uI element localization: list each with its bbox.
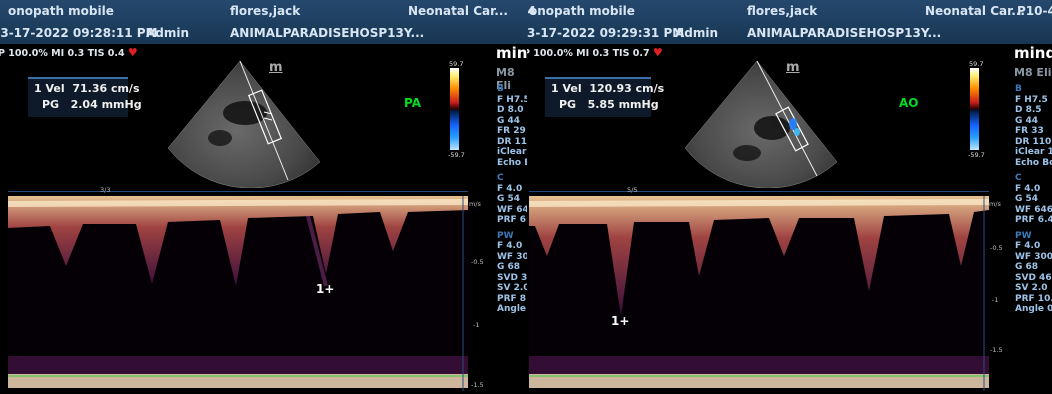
hospital-name: ANIMALPARADISEHOSP13Y...: [230, 26, 425, 40]
pg-label: PG: [42, 98, 60, 111]
color-scale-bar: [450, 68, 459, 150]
model-name: M8 Eli: [1014, 66, 1052, 79]
params-column: B F H7.5 D 8.0 G 44 FR 29 DR 110 iClear …: [497, 84, 527, 315]
probe-name: P10-4: [1017, 4, 1052, 18]
color-scale-bar: [970, 68, 979, 150]
crosshair-icon: +: [324, 282, 335, 296]
scale-unit: m/s: [469, 200, 481, 208]
timeline-label: 5/5: [627, 186, 638, 194]
app-name: onopath mobile: [8, 4, 114, 18]
pg-label: PG: [559, 98, 577, 111]
pg-value: 5.85 mmHg: [587, 98, 659, 111]
exam-datetime: 3-17-2022 09:29:31 PM: [527, 26, 685, 40]
timeline-bar[interactable]: [8, 191, 468, 192]
timeline-label: 3/3: [100, 186, 111, 194]
exam-datetime: 03-17-2022 09:28:11 PM: [0, 26, 158, 40]
power-text: P 100.0% MI 0.3 TIS 0.7: [527, 48, 650, 59]
sector-marker: m: [269, 60, 283, 75]
params-c: C F 4.0 G 54 WF 646 PRF 6.4: [497, 173, 527, 225]
params-c: C F 4.0 G 54 WF 646 PRF 6.4: [1015, 173, 1052, 225]
meas-index: 1: [551, 82, 559, 95]
velocity-cursor[interactable]: 1+: [316, 282, 334, 296]
color-scale-top: 59.7: [969, 60, 984, 68]
hospital-name: ANIMALPARADISEHOSP13Y...: [747, 26, 942, 40]
doppler-spectrum[interactable]: [8, 196, 468, 391]
brand-logo: mind: [496, 44, 527, 62]
timeline-bar[interactable]: [529, 191, 989, 192]
department: Neonatal Car...: [408, 4, 508, 18]
power-line: P 100.0% MI 0.3 TIS 0.4 ♥: [0, 46, 138, 59]
header-bar: P10-4 onopath mobile flores,jack Neonata…: [527, 0, 1052, 44]
cursor-label: 1: [316, 282, 325, 296]
doppler-spectrum[interactable]: [529, 196, 989, 391]
patient-name[interactable]: flores,jack: [230, 4, 301, 18]
color-scale-bottom: -59.7: [968, 151, 985, 159]
app-name: onopath mobile: [529, 4, 635, 18]
b-mode-sector[interactable]: [677, 58, 852, 188]
scale-unit: m/s: [989, 200, 1001, 208]
pg-value: 2.04 mmHg: [70, 98, 142, 111]
measurement-box: 1 Vel 71.36 cm/s PG 2.04 mmHg: [28, 77, 142, 117]
power-line: P 100.0% MI 0.3 TIS 0.7 ♥: [527, 46, 663, 59]
app-prefix: P10-4: [527, 4, 536, 18]
crosshair-icon: +: [619, 314, 630, 328]
sector-marker: m: [786, 60, 800, 75]
power-text: P 100.0% MI 0.3 TIS 0.4: [0, 48, 125, 59]
heart-icon: ♥: [127, 46, 138, 59]
meas-index: 1: [34, 82, 42, 95]
velocity-cursor[interactable]: 1+: [611, 314, 629, 328]
heart-icon: ♥: [652, 46, 663, 59]
brand-logo: mind: [1014, 44, 1052, 62]
panel-left: onopath mobile flores,jack Neonatal Car.…: [0, 0, 527, 391]
model-name: M8 Eli: [496, 66, 515, 92]
params-pw: PW F 4.0 WF 300 G 68 SVD 38 SV 2.0 PRF 8…: [497, 230, 527, 315]
vel-label: Vel: [45, 82, 65, 95]
params-b: B F H7.5 D 8.5 G 44 FR 33 DR 110 iClear …: [1015, 84, 1052, 168]
operator: Admin: [146, 26, 190, 40]
b-mode-sector[interactable]: [160, 58, 335, 188]
panel-right: P10-4 onopath mobile flores,jack Neonata…: [527, 0, 1052, 394]
color-scale-bottom: -59.7: [448, 151, 465, 159]
color-scale-top: 59.7: [449, 60, 464, 68]
scale-tick: -1.5: [471, 381, 484, 389]
region-label: AO: [899, 96, 919, 110]
params-b: B F H7.5 D 8.0 G 44 FR 29 DR 110 iClear …: [497, 84, 527, 168]
vel-label: Vel: [562, 82, 582, 95]
scale-tick: -1: [992, 296, 999, 304]
scale-tick: -0.5: [471, 258, 484, 266]
scale-tick: -1.5: [990, 346, 1003, 354]
patient-name[interactable]: flores,jack: [747, 4, 818, 18]
scale-tick: -1: [473, 321, 480, 329]
cursor-label: 1: [611, 314, 620, 328]
scale-tick: -0.5: [990, 244, 1003, 252]
measurement-box: 1 Vel 120.93 cm/s PG 5.85 mmHg: [545, 77, 664, 117]
vel-value: 120.93 cm/s: [589, 82, 665, 95]
header-bar: onopath mobile flores,jack Neonatal Car.…: [0, 0, 527, 44]
vel-value: 71.36 cm/s: [72, 82, 140, 95]
region-label: PA: [404, 96, 421, 110]
params-pw: PW F 4.0 WF 300 G 68 SVD 46. SV 2.0 PRF …: [1015, 230, 1052, 315]
params-column: B F H7.5 D 8.5 G 44 FR 33 DR 110 iClear …: [1015, 84, 1052, 315]
department: Neonatal Car...: [925, 4, 1025, 18]
operator: Admin: [675, 26, 719, 40]
